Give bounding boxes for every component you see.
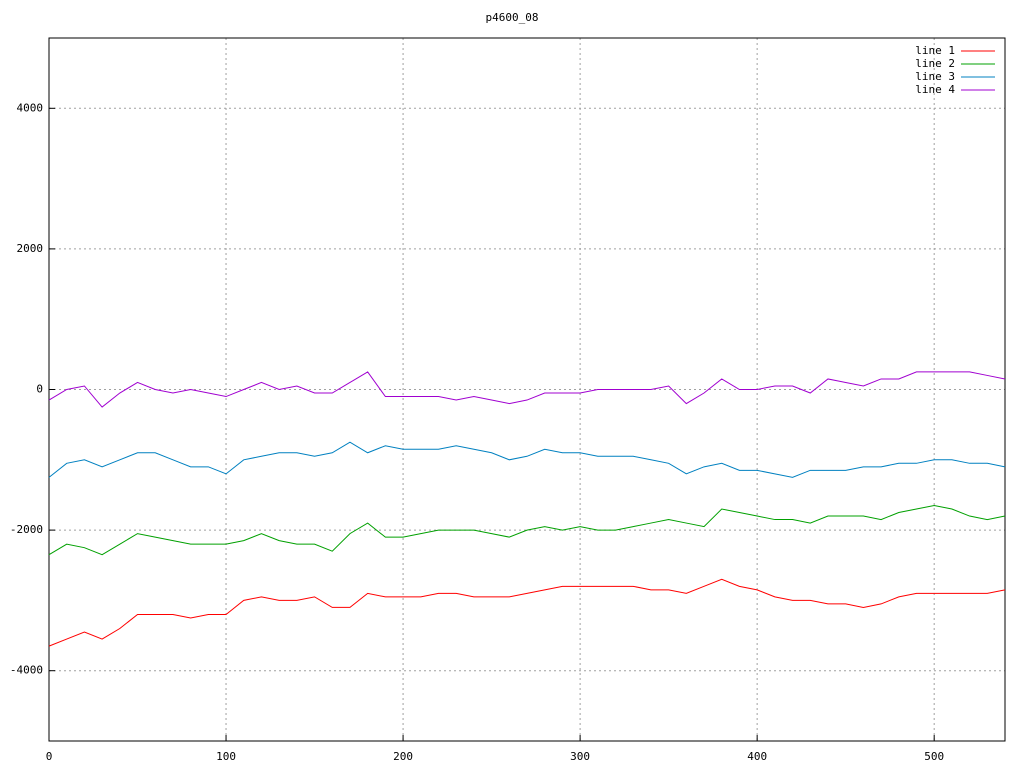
series-line — [48, 441, 1006, 478]
x-tick-label: 100 — [216, 750, 236, 763]
plot-border — [48, 37, 1006, 742]
legend-label: line 4 — [915, 83, 955, 96]
y-tick-label: 4000 — [17, 101, 44, 114]
series-line — [48, 578, 1006, 647]
x-tick-label: 300 — [570, 750, 590, 763]
y-tick-label: -4000 — [10, 664, 43, 677]
legend-label: line 3 — [915, 70, 955, 83]
x-tick-label: 200 — [393, 750, 413, 763]
y-tick-label: 0 — [36, 383, 43, 396]
y-tick-label: -2000 — [10, 523, 43, 536]
x-tick-label: 400 — [747, 750, 767, 763]
x-tick-label: 0 — [46, 750, 53, 763]
y-tick-label: 2000 — [17, 242, 44, 255]
x-tick-label: 500 — [924, 750, 944, 763]
series-line — [48, 504, 1006, 556]
series-line — [48, 371, 1006, 408]
legend-label: line 1 — [915, 44, 955, 57]
chart-title: p4600_08 — [486, 11, 539, 24]
legend-label: line 2 — [915, 57, 955, 70]
